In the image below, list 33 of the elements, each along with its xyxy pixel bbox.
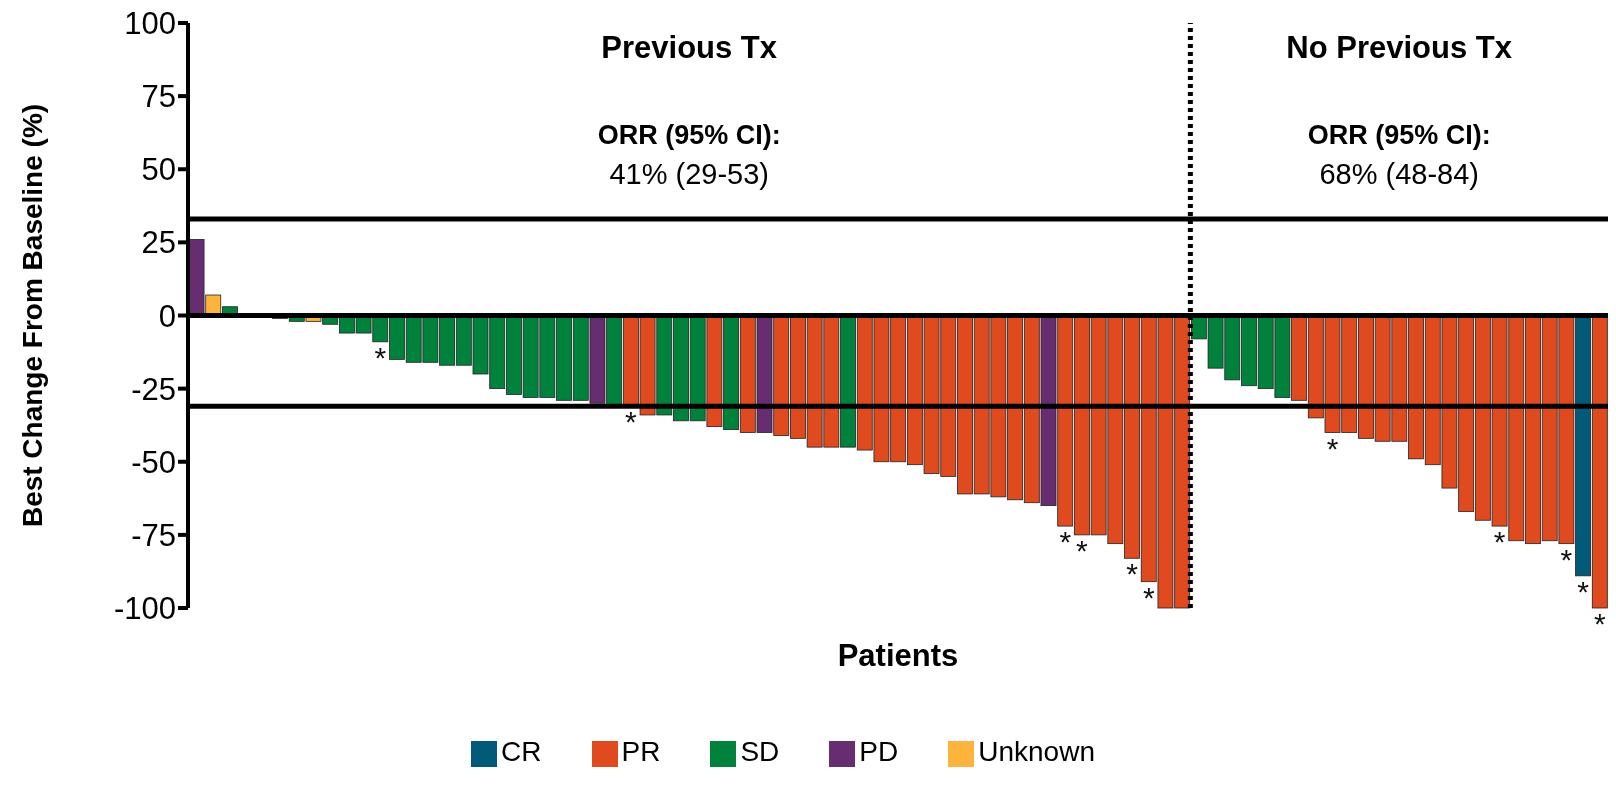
y-tick-label: 100 bbox=[124, 6, 176, 42]
y-tick-label: 0 bbox=[158, 298, 176, 334]
text: * bbox=[1326, 431, 1339, 465]
y-tick-label: -100 bbox=[113, 591, 176, 627]
annotation: 68% (48-84) bbox=[1318, 158, 1480, 191]
text: * bbox=[625, 405, 637, 439]
y-tick-label: 25 bbox=[141, 225, 176, 261]
text: * bbox=[1560, 542, 1573, 576]
legend-label: PR bbox=[621, 736, 661, 767]
y-tick-label: 50 bbox=[141, 152, 176, 188]
y-tick-label: -75 bbox=[131, 517, 176, 553]
y-tick-label: 75 bbox=[141, 79, 176, 115]
legend-label: CR bbox=[501, 736, 542, 767]
text: * bbox=[374, 340, 387, 374]
text: * bbox=[1059, 525, 1072, 559]
annotation: ORR (95% CI): bbox=[596, 120, 782, 151]
y-tick-label: -25 bbox=[131, 371, 176, 407]
text: * bbox=[1076, 533, 1088, 567]
y-axis-title: Best Change From Baseline (%) bbox=[16, 103, 48, 528]
y-tick-label: -50 bbox=[131, 444, 176, 480]
text: * bbox=[1126, 557, 1138, 591]
annotation: ORR (95% CI): bbox=[1306, 120, 1492, 151]
text: * bbox=[1593, 607, 1606, 640]
annotation: Previous Tx bbox=[600, 30, 779, 66]
legend-label: PD bbox=[859, 736, 899, 767]
legend-label: SD bbox=[740, 736, 780, 767]
legend-label: Unknown bbox=[978, 736, 1095, 767]
text: * bbox=[1142, 580, 1155, 614]
text: * bbox=[1493, 525, 1506, 559]
text: * bbox=[1577, 574, 1589, 608]
annotation: No Previous Tx bbox=[1285, 30, 1513, 66]
annotation: 41% (29-53) bbox=[608, 158, 770, 191]
x-axis-title: Patients bbox=[837, 638, 959, 673]
